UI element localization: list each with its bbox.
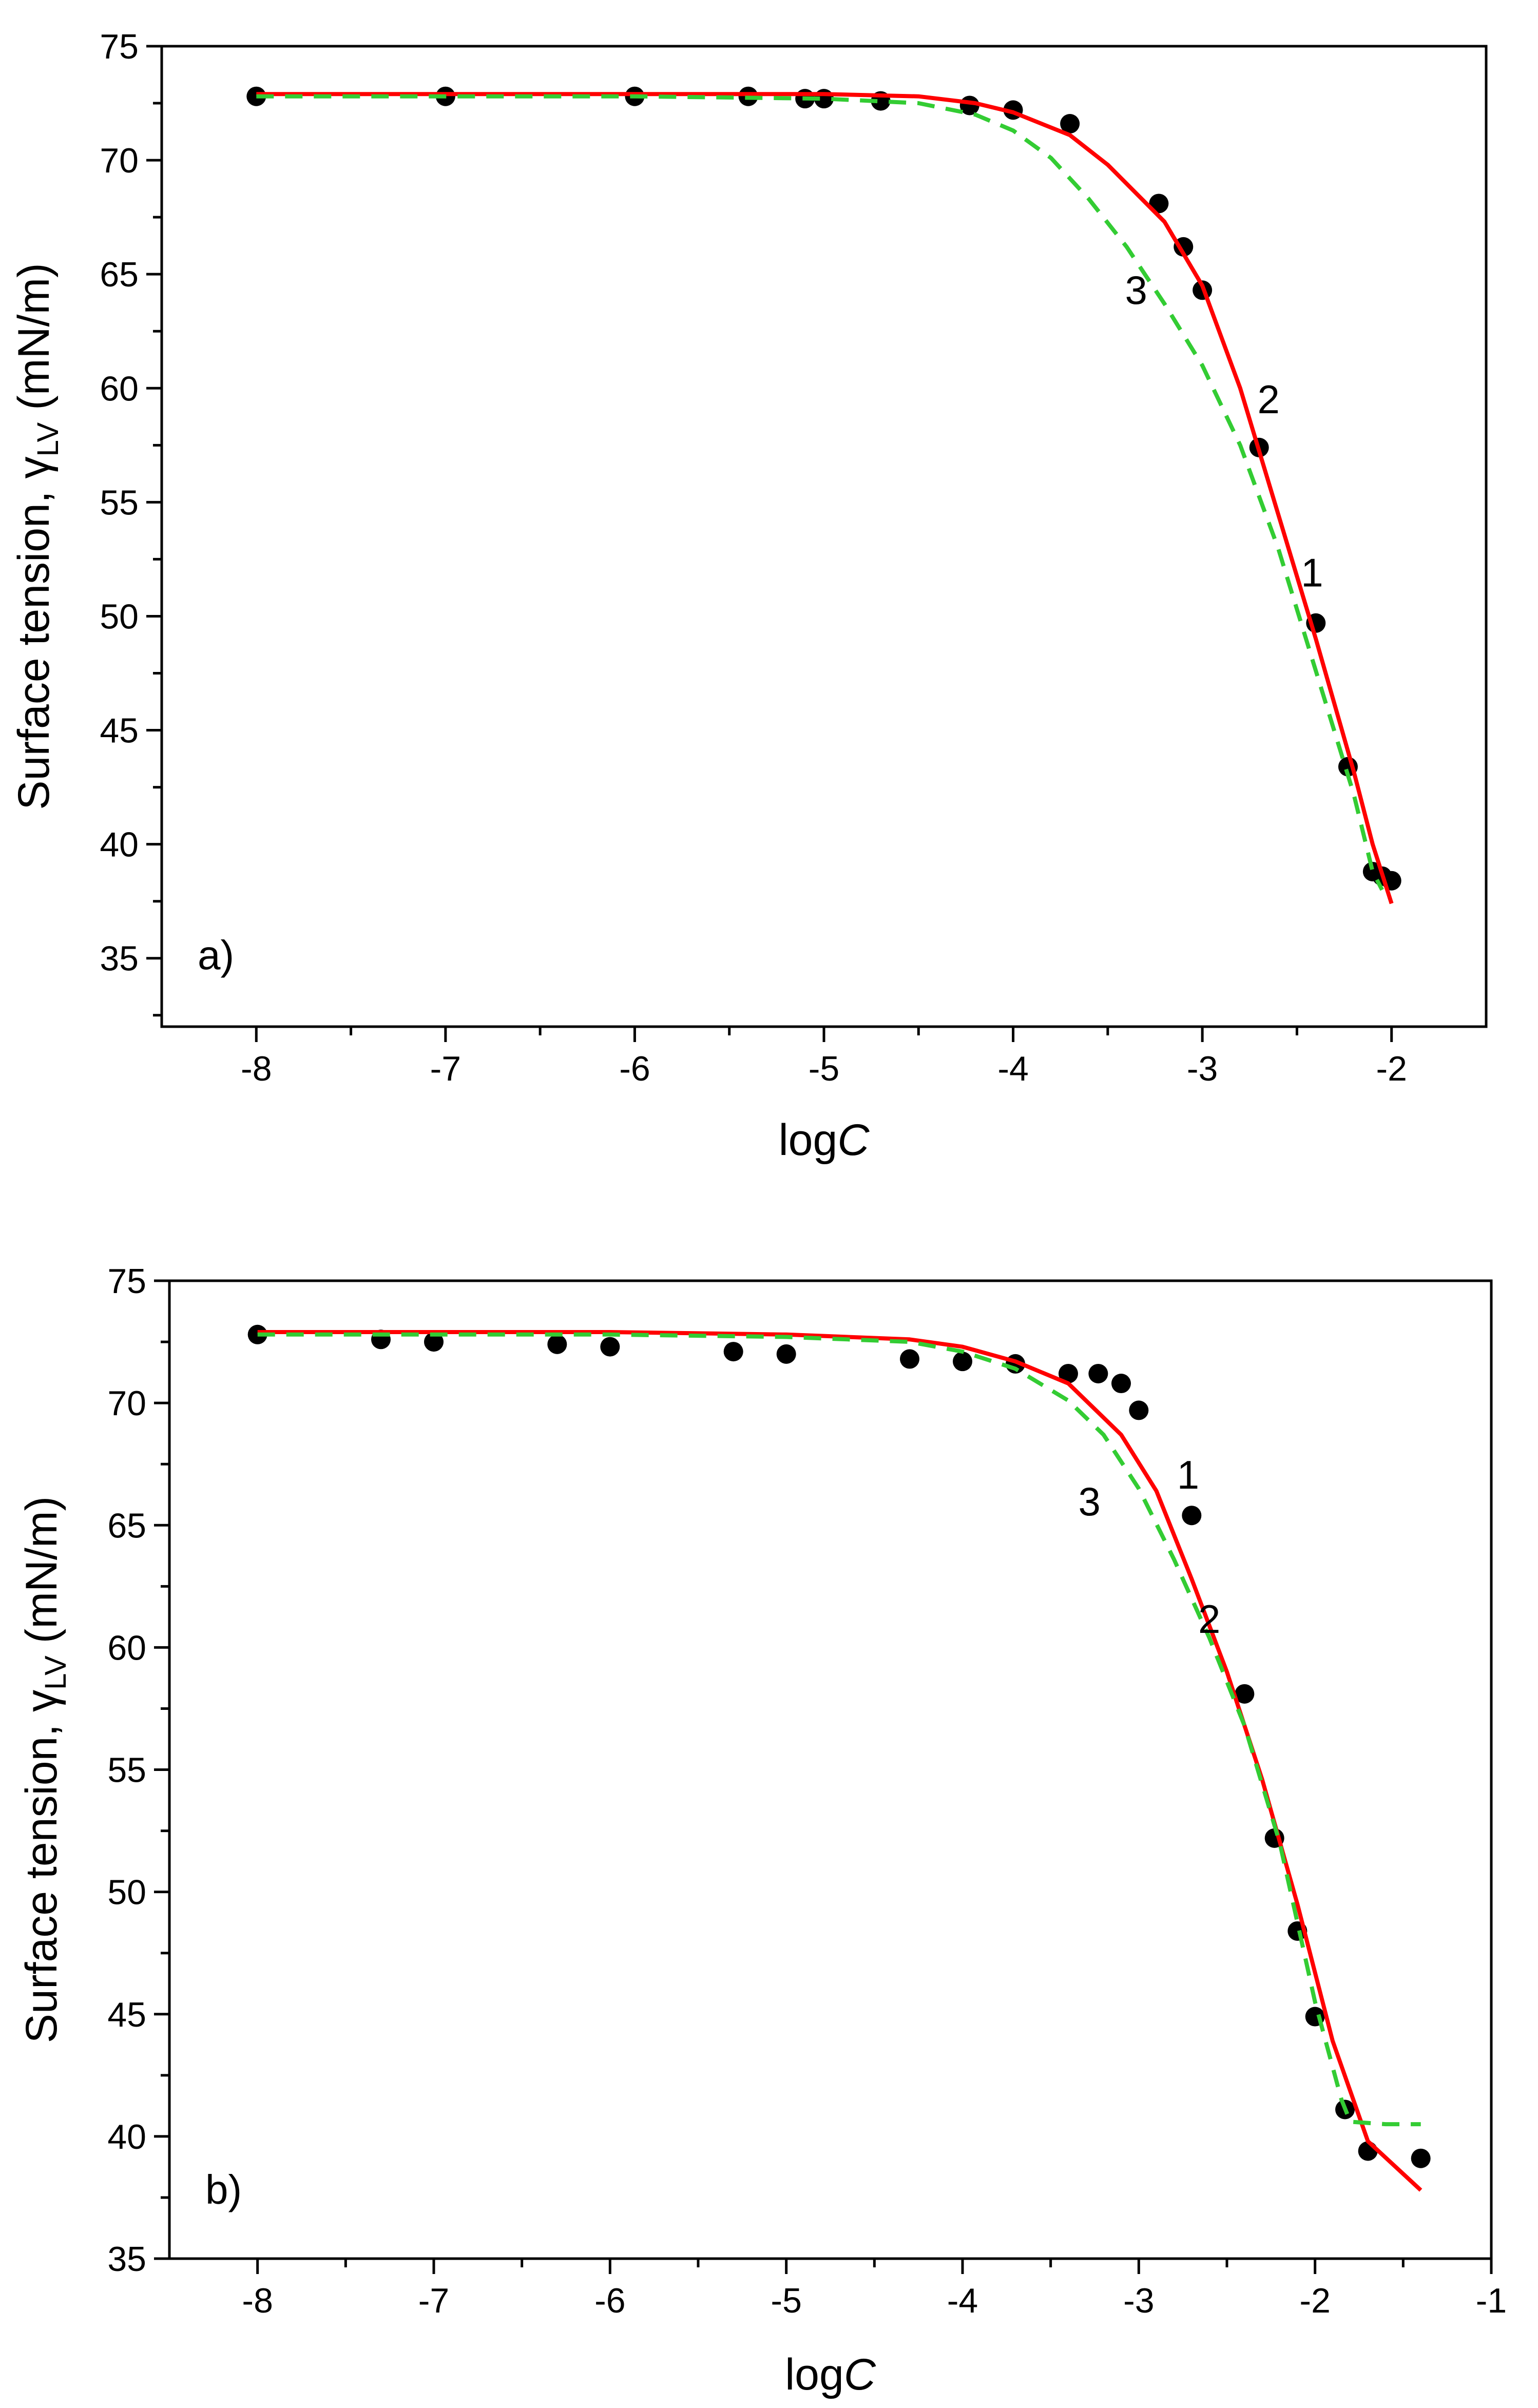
x-tick-label: -6 xyxy=(619,1049,650,1088)
series-2-solid-line xyxy=(256,92,1394,904)
y-tick-label: 50 xyxy=(107,1873,146,1912)
curve-label: 2 xyxy=(1198,1596,1220,1642)
panel-label: b) xyxy=(205,2167,242,2212)
y-tick-label: 70 xyxy=(107,1384,146,1423)
curve-label: 2 xyxy=(1257,377,1279,422)
data-point xyxy=(600,1337,620,1357)
data-point xyxy=(1059,1363,1078,1383)
y-tick-label: 45 xyxy=(100,711,139,750)
y-axis-title: Surface tension, γLV (mN/m) xyxy=(17,1496,72,2043)
y-tick-label: 40 xyxy=(107,2117,146,2156)
data-point xyxy=(953,1352,972,1372)
curve-label: 1 xyxy=(1301,550,1323,595)
series-3-dashed-line xyxy=(257,1332,1421,2127)
y-tick-label: 70 xyxy=(100,141,139,180)
x-tick-label: -3 xyxy=(1187,1049,1218,1088)
curve-label: 1 xyxy=(1177,1452,1199,1497)
y-tick-label: 45 xyxy=(107,1995,146,2034)
data-point xyxy=(246,86,266,106)
y-tick-label: 75 xyxy=(107,1262,146,1301)
y-tick-label: 60 xyxy=(100,369,139,408)
x-tick-label: -8 xyxy=(241,1049,272,1088)
panel-label: a) xyxy=(198,932,234,978)
y-tick-label: 35 xyxy=(107,2240,146,2279)
curve-label: 3 xyxy=(1125,267,1147,313)
y-axis-title: Surface tension, γLV (mN/m) xyxy=(9,263,65,810)
y-tick-label: 55 xyxy=(100,483,139,522)
y-tick-label: 55 xyxy=(107,1751,146,1790)
x-tick-label: -4 xyxy=(947,2281,978,2320)
data-point xyxy=(1182,1506,1202,1526)
data-point xyxy=(1088,1363,1108,1383)
x-tick-label: -1 xyxy=(1476,2281,1507,2320)
y-tick-label: 75 xyxy=(100,27,139,66)
y-tick-label: 60 xyxy=(107,1628,146,1667)
x-tick-label: -2 xyxy=(1376,1049,1407,1088)
data-point xyxy=(547,1334,567,1354)
curve-label: 3 xyxy=(1079,1479,1101,1524)
data-point xyxy=(1111,1374,1131,1394)
x-tick-label: -5 xyxy=(809,1049,839,1088)
data-point xyxy=(1235,1684,1255,1704)
y-tick-label: 40 xyxy=(100,825,139,864)
x-tick-label: -7 xyxy=(418,2281,449,2320)
chart-panel-a: -8 -7 -6 -5 -4 -3 -2 35 40 45 50 55 60 65 70 75 logC Surf… xyxy=(9,27,1488,1165)
y-tick-label: 65 xyxy=(100,255,139,294)
chart-panel-b: -8 -7 -6 -5 -4 -3 -2 -1 35 40 45 50 55 60 65 70 75 logC Su… xyxy=(17,1262,1507,2399)
series-2-solid-line xyxy=(257,1330,1422,2192)
x-axis-title: logC xyxy=(779,1115,870,1165)
y-tick-label: 35 xyxy=(100,939,139,978)
x-axis-title: logC xyxy=(785,2350,876,2399)
data-point xyxy=(776,1344,796,1364)
x-tick-label: -6 xyxy=(594,2281,625,2320)
data-point xyxy=(900,1349,919,1369)
x-tick-label: -7 xyxy=(430,1049,461,1088)
x-tick-label: -3 xyxy=(1123,2281,1154,2320)
x-tick-label: -4 xyxy=(997,1049,1028,1088)
data-point xyxy=(723,1342,743,1362)
data-point xyxy=(1060,114,1080,134)
data-point xyxy=(1358,2141,1378,2161)
data-point xyxy=(1129,1400,1149,1420)
data-point xyxy=(247,1324,267,1344)
x-tick-label: -8 xyxy=(242,2281,273,2320)
y-tick-label: 65 xyxy=(107,1506,146,1545)
data-point xyxy=(424,1332,444,1352)
x-tick-label: -5 xyxy=(771,2281,801,2320)
data-point xyxy=(1411,2148,1431,2168)
y-tick-label: 50 xyxy=(100,597,139,636)
x-tick-label: -2 xyxy=(1299,2281,1330,2320)
series-3-dashed-line xyxy=(256,94,1384,891)
